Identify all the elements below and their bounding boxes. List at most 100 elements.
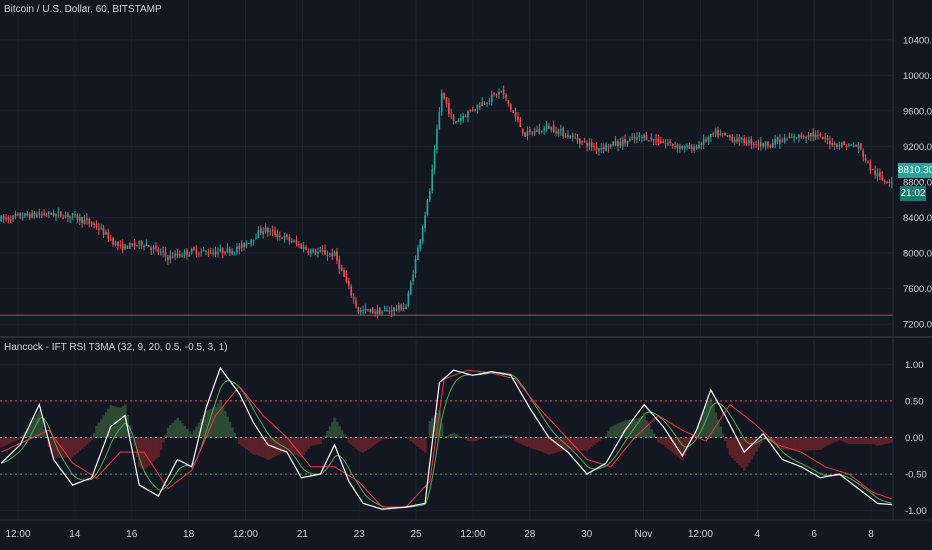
histogram-bar <box>523 437 527 446</box>
histogram-bar <box>747 437 751 464</box>
candle-body <box>755 144 757 146</box>
histogram-bar <box>804 437 808 451</box>
candle-body <box>321 249 324 252</box>
histogram-bar <box>752 437 756 456</box>
candle-body <box>533 131 536 134</box>
candle <box>181 252 184 258</box>
candle <box>131 242 133 247</box>
candle <box>695 144 698 150</box>
candle <box>540 130 543 134</box>
candle-body <box>314 250 317 254</box>
histogram-bar <box>130 435 134 438</box>
candle-body <box>357 307 360 313</box>
histogram-bar <box>411 437 415 444</box>
histogram-bar <box>157 437 160 458</box>
candle <box>533 127 536 136</box>
histogram-bar <box>869 437 872 445</box>
candle <box>474 109 476 112</box>
candle-body <box>150 247 153 251</box>
price-axis-tick-label: 7200.00 <box>903 320 932 331</box>
candle <box>657 134 660 146</box>
histogram-bar <box>261 437 265 458</box>
candle-body <box>367 309 369 311</box>
candle <box>288 234 291 245</box>
histogram-bar <box>735 437 739 464</box>
candle <box>102 225 105 239</box>
candle-body <box>307 250 310 253</box>
time-axis-tick-label: Nov <box>635 529 653 540</box>
candle-body <box>829 140 831 145</box>
histogram-bar <box>554 437 558 453</box>
price-candles[interactable] <box>0 85 893 319</box>
histogram-bar <box>757 437 761 448</box>
candle-body <box>133 242 136 246</box>
histogram-bar <box>78 437 82 451</box>
candle <box>505 93 507 102</box>
candle-body <box>0 216 3 222</box>
candle <box>579 138 581 149</box>
candle-body <box>879 171 881 177</box>
candle-body <box>650 137 653 141</box>
histogram-bar <box>876 437 880 446</box>
candle <box>531 130 534 137</box>
histogram-bar <box>528 437 532 449</box>
histogram-bar <box>612 425 615 438</box>
histogram-bar <box>495 435 499 438</box>
histogram-bar <box>7 437 10 445</box>
histogram-bar <box>9 437 13 444</box>
histogram-bar <box>40 419 44 438</box>
indicator-axis-tick-label: -0.50 <box>905 470 927 481</box>
histogram-bar <box>862 437 865 445</box>
candle <box>281 236 284 239</box>
histogram-bar <box>819 437 822 451</box>
histogram-bar <box>176 417 179 438</box>
candle-body <box>805 136 807 139</box>
histogram-bar <box>140 437 144 469</box>
candle <box>78 213 81 225</box>
candle-body <box>371 308 374 314</box>
histogram-bar <box>371 437 375 447</box>
candle-body <box>50 213 53 215</box>
candle <box>440 89 443 116</box>
histogram-bar <box>421 437 425 451</box>
candle <box>507 100 510 107</box>
candle <box>552 120 555 134</box>
candle <box>90 221 93 228</box>
histogram-bar <box>145 437 149 468</box>
candle <box>426 199 429 217</box>
candle-body <box>69 215 72 219</box>
candle <box>667 139 669 147</box>
candle <box>114 240 117 247</box>
symbol-title[interactable]: Bitcoin / U.S. Dollar, 60, BITSTAMP <box>4 4 162 15</box>
candle-body <box>786 138 788 140</box>
histogram-bar <box>16 437 20 440</box>
candle <box>469 109 472 113</box>
candle-body <box>688 145 691 149</box>
indicator-title[interactable]: Hancock - IFT RSI T3MA (32, 9, 20, 0.5, … <box>4 342 228 353</box>
candle-body <box>74 213 76 215</box>
candle <box>857 141 860 153</box>
candle-body <box>138 241 141 245</box>
candle <box>750 136 753 150</box>
histogram-bar <box>428 421 432 438</box>
histogram-bar <box>471 437 475 442</box>
candle <box>226 242 229 254</box>
candle-body <box>459 117 462 121</box>
candle <box>81 216 83 228</box>
histogram-bar <box>269 437 272 459</box>
histogram-bar <box>507 435 511 438</box>
candle-body <box>602 147 605 150</box>
candle-body <box>200 251 203 253</box>
indicator-axis-tick-label: -1.00 <box>905 506 927 517</box>
candle <box>176 248 179 259</box>
histogram-bar <box>781 437 784 450</box>
candle <box>333 250 336 257</box>
histogram-bar <box>321 437 325 440</box>
candle <box>871 169 874 171</box>
candle-body <box>712 133 715 135</box>
histogram-bar <box>242 437 246 448</box>
candle <box>764 141 767 151</box>
candle-body <box>817 135 819 137</box>
candle <box>390 305 393 317</box>
